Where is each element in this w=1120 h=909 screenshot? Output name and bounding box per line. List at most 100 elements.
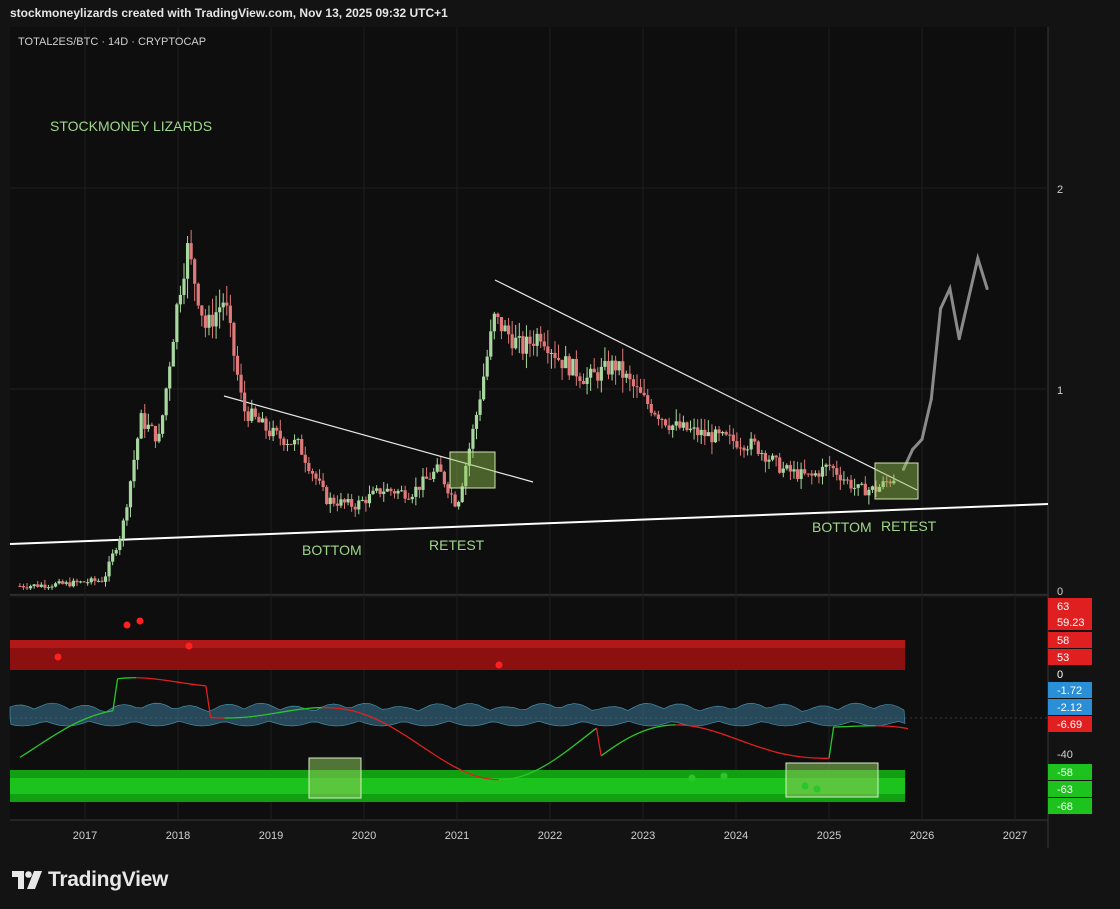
tradingview-wordmark: TradingView bbox=[48, 868, 169, 891]
candle-body bbox=[410, 496, 414, 500]
candle-body bbox=[849, 479, 853, 489]
projection-point bbox=[948, 287, 952, 290]
candle-body bbox=[203, 315, 207, 328]
candle-body bbox=[603, 361, 607, 367]
candle-body bbox=[143, 413, 147, 429]
candle-body bbox=[485, 356, 489, 377]
candle-body bbox=[325, 487, 329, 505]
price-label-bg bbox=[1048, 632, 1092, 648]
osc-line-rising bbox=[19, 677, 876, 781]
candle-body bbox=[128, 481, 133, 508]
price-label-text: 53 bbox=[1057, 652, 1069, 664]
candle-body bbox=[111, 553, 115, 562]
candle-body bbox=[770, 455, 775, 460]
candle-body bbox=[810, 473, 814, 476]
candle-body bbox=[656, 414, 661, 420]
candle-body bbox=[350, 498, 354, 507]
candle-body bbox=[225, 302, 229, 306]
tradingview-logo[interactable]: TradingView bbox=[12, 866, 168, 894]
candle-body bbox=[332, 497, 336, 504]
projection-point bbox=[920, 437, 924, 441]
candle-body bbox=[75, 580, 79, 583]
price-label-bg bbox=[1048, 798, 1092, 814]
candle-body bbox=[835, 468, 839, 475]
candle-body bbox=[103, 576, 108, 582]
projection-point bbox=[967, 297, 970, 301]
candle-body bbox=[735, 441, 739, 448]
candle-body bbox=[524, 336, 529, 354]
candle-body bbox=[728, 434, 732, 436]
candle-body bbox=[888, 481, 892, 484]
candle-body bbox=[292, 439, 297, 445]
candle-body bbox=[706, 432, 710, 437]
main-pane[interactable] bbox=[10, 27, 1048, 593]
candle-body bbox=[824, 464, 828, 467]
candle-body bbox=[685, 422, 689, 431]
candle-body bbox=[399, 490, 404, 492]
support-trendline bbox=[9, 503, 1049, 545]
candle-body bbox=[710, 432, 714, 443]
x-tick-2020: 2020 bbox=[352, 830, 376, 842]
candle-body bbox=[82, 581, 86, 583]
candle-body bbox=[435, 464, 439, 472]
candle-body bbox=[160, 415, 165, 434]
candle-body bbox=[464, 465, 468, 487]
candle-body bbox=[503, 325, 507, 332]
candle-body bbox=[646, 395, 650, 404]
projection-point bbox=[976, 256, 980, 260]
price-label-bg bbox=[1048, 716, 1092, 732]
candle-body bbox=[29, 586, 33, 589]
price-label-text: -68 bbox=[1057, 801, 1073, 813]
candle-body bbox=[100, 580, 104, 582]
signal-dot bbox=[720, 772, 728, 780]
candle-body bbox=[353, 506, 357, 510]
candle-body bbox=[624, 373, 628, 378]
candle-body bbox=[799, 469, 803, 479]
candle-body bbox=[25, 587, 29, 589]
candle-body bbox=[232, 322, 236, 356]
candle-body bbox=[606, 361, 611, 375]
candle-body bbox=[300, 439, 304, 455]
y-tick-2: 2 bbox=[1057, 184, 1063, 196]
candle-body bbox=[228, 305, 232, 323]
candle-body bbox=[760, 453, 764, 455]
candle-body bbox=[264, 418, 268, 431]
candle-body bbox=[453, 494, 457, 507]
candle-body bbox=[617, 361, 621, 371]
candle-body bbox=[196, 283, 200, 306]
candle-body bbox=[713, 429, 718, 443]
candle-body bbox=[842, 479, 846, 481]
candle-body bbox=[671, 425, 675, 431]
candle-body bbox=[39, 584, 43, 587]
signal-dot bbox=[801, 782, 809, 790]
candle-body bbox=[467, 448, 471, 466]
signal-dot bbox=[136, 617, 144, 625]
price-label-bg bbox=[1048, 649, 1092, 665]
candle-body bbox=[36, 584, 40, 587]
candle-body bbox=[121, 520, 125, 539]
overbought-zone-top bbox=[10, 640, 905, 648]
x-tick-2022: 2022 bbox=[538, 830, 562, 842]
candle-body bbox=[342, 499, 347, 503]
candle-body bbox=[542, 341, 546, 347]
projection-group bbox=[901, 252, 989, 471]
candle-body bbox=[539, 333, 543, 342]
candle-body bbox=[168, 366, 172, 389]
signal-dot bbox=[495, 661, 503, 669]
candle-body bbox=[549, 352, 554, 354]
y-tick-0: 0 bbox=[1057, 586, 1063, 598]
candle-body bbox=[296, 439, 300, 441]
candle-body bbox=[792, 469, 796, 472]
retest-box-2021 bbox=[449, 451, 496, 489]
oscillator-lines bbox=[19, 677, 909, 781]
candle-body bbox=[150, 424, 154, 426]
candle-body bbox=[417, 486, 422, 490]
candle-body bbox=[496, 313, 500, 317]
chart-header: stockmoneylizards created with TradingVi… bbox=[10, 6, 448, 20]
candle-body bbox=[125, 507, 129, 521]
candle-body bbox=[239, 374, 243, 393]
candle-body bbox=[285, 444, 290, 446]
annotation-retest-2020: RETEST bbox=[429, 537, 485, 553]
candle-body bbox=[874, 486, 878, 492]
